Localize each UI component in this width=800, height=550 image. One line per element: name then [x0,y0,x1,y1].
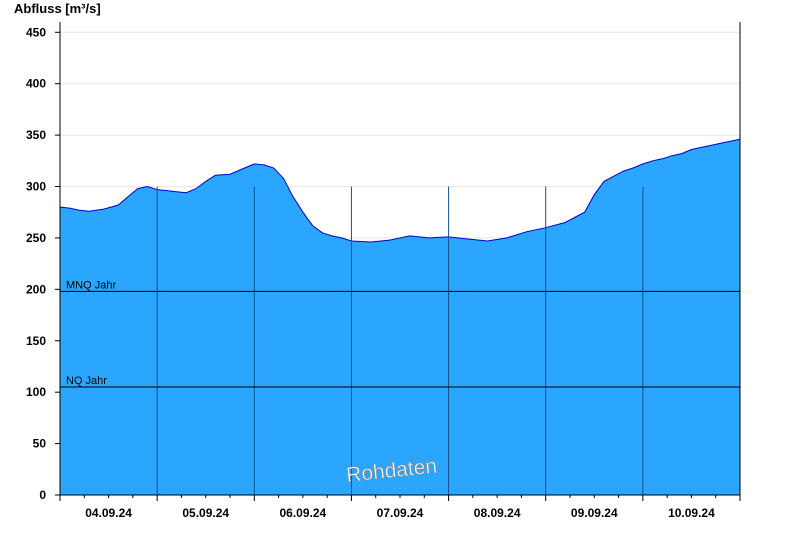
y-tick-label: 300 [26,180,46,194]
reference-line-label: NQ Jahr [66,375,107,387]
x-tick-label: 07.09.24 [377,506,424,520]
y-tick-label: 250 [26,231,46,245]
y-tick-label: 50 [33,437,47,451]
x-tick-label: 06.09.24 [279,506,326,520]
x-tick-label: 09.09.24 [571,506,618,520]
y-axis-label: Abfluss [m³/s] [14,1,101,16]
reference-line-label: MNQ Jahr [66,279,116,291]
x-tick-label: 04.09.24 [85,506,132,520]
y-ticks: 0 50 100 150 200 250 300 350 400 450 [26,25,60,502]
y-tick-label: 100 [26,385,46,399]
y-tick-label: 400 [26,77,46,91]
x-tick-label: 10.09.24 [668,506,715,520]
y-tick-label: 350 [26,128,46,142]
y-tick-label: 0 [39,488,46,502]
x-ticks: 04.09.24 05.09.24 06.09.24 07.09.24 08.09.24… [59,495,741,520]
y-tick-label: 150 [26,334,46,348]
y-tick-label: 200 [26,282,46,296]
x-tick-label: 08.09.24 [474,506,521,520]
discharge-area [60,139,740,495]
x-tick-label: 05.09.24 [182,506,229,520]
day-separators [156,186,644,495]
reference-lines: MNQ Jahr NQ Jahr [60,279,740,388]
y-tick-label: 450 [26,25,46,39]
